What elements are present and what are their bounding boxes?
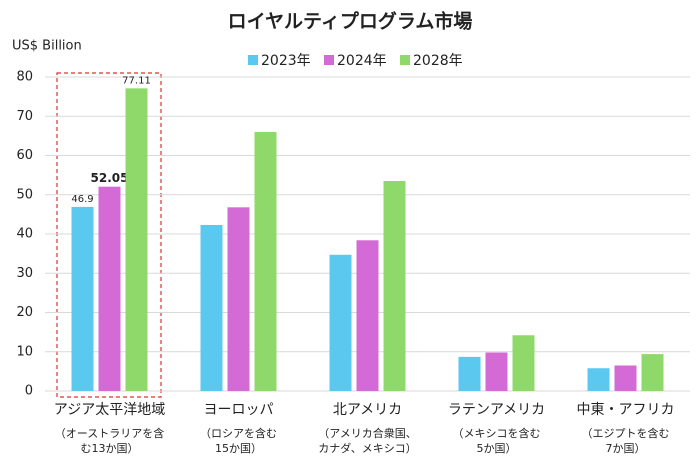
bar	[383, 181, 406, 391]
y-tick-label: 70	[16, 109, 33, 124]
data-label: 77.11	[122, 75, 151, 86]
bar	[125, 88, 148, 391]
category-note: （アメリカ合衆国、	[318, 426, 416, 440]
legend-swatch	[400, 55, 410, 65]
legend-swatch	[248, 55, 258, 65]
bar	[71, 206, 94, 391]
category-note: 15か国）	[215, 442, 262, 455]
x-tick-label: ラテンアメリカ	[448, 402, 545, 418]
bar	[329, 254, 352, 391]
y-tick-label: 20	[16, 305, 33, 320]
bar	[587, 368, 610, 391]
category-note: 7か国）	[606, 442, 646, 455]
y-tick-label: 50	[16, 187, 33, 202]
data-label: 52.05	[91, 171, 129, 185]
bar	[254, 131, 277, 391]
x-tick-label: 北アメリカ	[333, 402, 402, 418]
category-note: （メキシコを含む	[453, 426, 541, 440]
bar	[641, 354, 664, 391]
category-note: 5か国）	[477, 442, 517, 455]
highlight-box	[56, 72, 162, 398]
bar	[227, 207, 250, 391]
y-tick-label: 0	[25, 384, 33, 399]
bar	[200, 224, 223, 391]
category-note: カナダ、メキシコ）	[318, 441, 416, 455]
category-note: （オーストラリアを含	[55, 426, 164, 440]
legend-label: 2023年	[261, 53, 311, 69]
y-tick-label: 30	[16, 266, 33, 281]
bar	[614, 365, 637, 391]
y-tick-label: 40	[16, 227, 33, 242]
y-tick-label: 60	[16, 148, 33, 163]
bar	[98, 186, 121, 391]
legend-label: 2028年	[413, 53, 463, 69]
legend-label: 2024年	[337, 53, 387, 69]
category-note: （ロシアを含む	[200, 426, 277, 440]
y-tick-label: 10	[16, 344, 33, 359]
x-tick-label: アジア太平洋地域	[54, 402, 165, 418]
chart-title: ロイヤルティプログラム市場	[228, 10, 473, 33]
bar	[356, 240, 379, 391]
x-tick-label: 中東・アフリカ	[577, 402, 675, 418]
bar	[485, 352, 508, 391]
category-note: む13か国）	[81, 442, 139, 455]
data-label: 46.9	[71, 194, 93, 205]
y-axis-label: US$ Billion	[12, 39, 82, 54]
category-note: （エジプトを含む	[582, 426, 670, 440]
bar	[458, 356, 481, 391]
x-tick-label: ヨーロッパ	[204, 402, 274, 418]
bar	[512, 335, 535, 391]
legend-swatch	[324, 55, 334, 65]
y-tick-label: 80	[16, 70, 33, 85]
